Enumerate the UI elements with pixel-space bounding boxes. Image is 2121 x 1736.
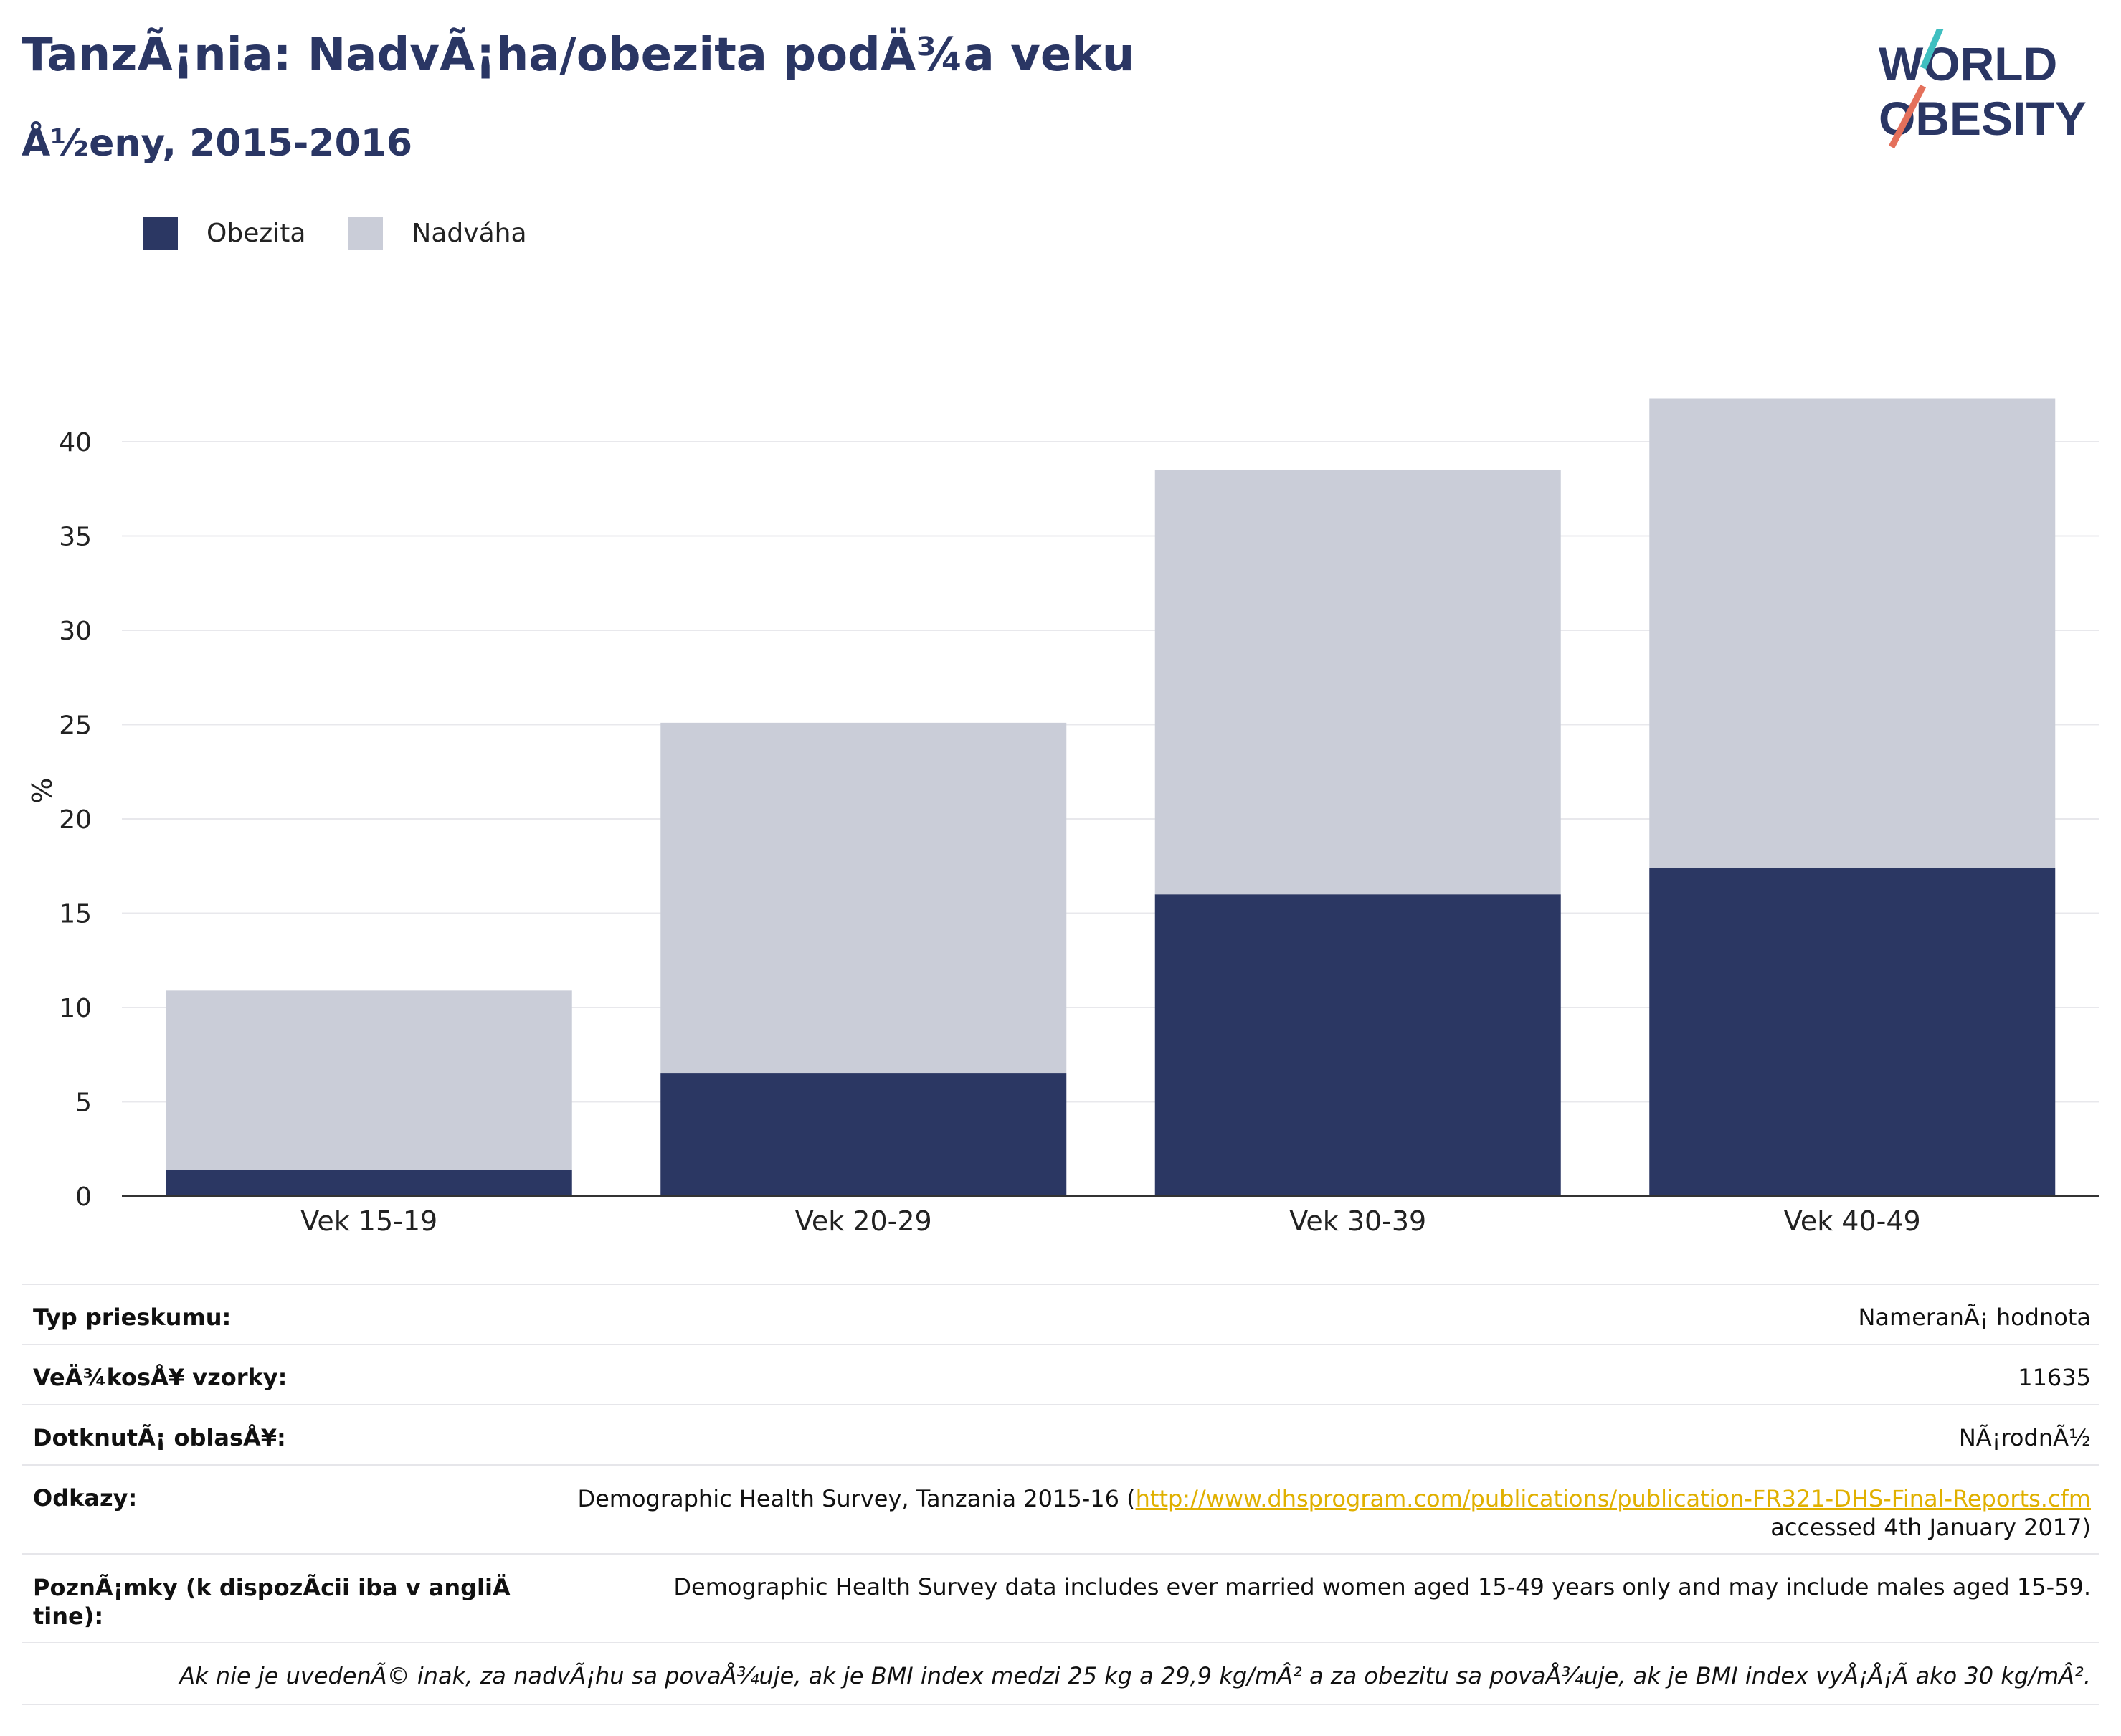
references-link[interactable]: http://www.dhsprogram.com/publications/p… bbox=[1135, 1485, 2091, 1512]
references-suffix: accessed 4th January 2017) bbox=[1770, 1514, 2091, 1541]
references-prefix: Demographic Health Survey, Tanzania 2015… bbox=[577, 1485, 1136, 1512]
notes-label-line1: PoznÃ¡mky (k dispozÃcii iba v angliÄ bbox=[33, 1574, 511, 1601]
survey-type-label: Typ prieskumu: bbox=[33, 1304, 232, 1331]
x-tick-label: Vek 15-19 bbox=[300, 1205, 437, 1237]
sample-size-label: VeÄ¾kosÅ¥ vzorky: bbox=[33, 1364, 288, 1391]
bar-overweight bbox=[660, 722, 1067, 1074]
y-tick-label: 30 bbox=[59, 617, 92, 646]
y-tick-label: 15 bbox=[59, 900, 92, 929]
notes-value: Demographic Health Survey data includes … bbox=[673, 1573, 2091, 1600]
bar-overweight bbox=[1649, 398, 2056, 868]
legend-swatch-obesity bbox=[143, 217, 178, 250]
bar-overweight bbox=[1154, 470, 1561, 895]
bar-obesity bbox=[660, 1073, 1067, 1196]
stacked-bar-chart: 0 5 10 15 20 25 30 35 40% Vek 15-19 Vek 20-29 Vek 3… bbox=[27, 398, 2099, 1237]
svg-text:WORLD: WORLD bbox=[1879, 37, 2057, 90]
y-tick-label: 35 bbox=[59, 523, 92, 552]
legend-swatch-overweight bbox=[348, 217, 384, 250]
legend-label-obesity: Obezita bbox=[207, 218, 306, 248]
page-subtitle: Å½eny, 2015-2016 bbox=[22, 122, 413, 165]
info-row-survey-type: Typ prieskumu: NameranÃ¡ hodnota bbox=[22, 1284, 2099, 1344]
references-label: Odkazy: bbox=[33, 1484, 138, 1512]
references-value: Demographic Health Survey, Tanzania 2015… bbox=[577, 1484, 2091, 1542]
bar-obesity bbox=[166, 1170, 572, 1196]
legend-item-obesity: Obezita bbox=[143, 217, 305, 250]
x-tick-label: Vek 20-29 bbox=[795, 1205, 932, 1237]
y-tick-label: 5 bbox=[75, 1088, 92, 1118]
footnote: Ak nie je uvedenÃ© inak, za nadvÃ¡hu sa … bbox=[22, 1642, 2099, 1705]
info-row-sample-size: VeÄ¾kosÅ¥ vzorky: 11635 bbox=[22, 1344, 2099, 1404]
legend-label-overweight: Nadváha bbox=[412, 218, 527, 248]
x-tick-label: Vek 40-49 bbox=[1784, 1205, 1921, 1237]
area-label: DotknutÃ¡ oblasÅ¥: bbox=[33, 1424, 286, 1451]
notes-label-line2: tine): bbox=[33, 1603, 104, 1630]
bar-obesity bbox=[1154, 894, 1561, 1196]
y-tick-label: 0 bbox=[75, 1182, 92, 1212]
y-tick-label: 20 bbox=[59, 805, 92, 835]
legend-item-overweight: Nadváha bbox=[348, 217, 527, 250]
y-tick-label: 40 bbox=[59, 428, 92, 457]
y-tick-label: 25 bbox=[59, 711, 92, 741]
info-row-notes: PoznÃ¡mky (k dispozÃcii iba v angliÄ tin… bbox=[22, 1553, 2099, 1642]
info-table: Typ prieskumu: NameranÃ¡ hodnota VeÄ¾kos… bbox=[22, 1284, 2099, 1705]
survey-type-value: NameranÃ¡ hodnota bbox=[1858, 1304, 2091, 1331]
chart-legend: Obezita Nadváha bbox=[143, 212, 570, 255]
notes-label: PoznÃ¡mky (k dispozÃcii iba v angliÄ tin… bbox=[33, 1573, 511, 1631]
bar-overweight bbox=[166, 990, 572, 1170]
info-row-area: DotknutÃ¡ oblasÅ¥: NÃ¡rodnÃ½ bbox=[22, 1404, 2099, 1464]
bar-obesity bbox=[1649, 868, 2056, 1196]
page-title: TanzÃ¡nia: NadvÃ¡ha/obezita podÄ¾a veku bbox=[22, 29, 1135, 82]
x-tick-label: Vek 30-39 bbox=[1289, 1205, 1426, 1237]
area-value: NÃ¡rodnÃ½ bbox=[1958, 1424, 2091, 1451]
y-tick-label: 10 bbox=[59, 994, 92, 1023]
y-axis-label: % bbox=[27, 777, 58, 803]
sample-size-value: 11635 bbox=[2018, 1364, 2091, 1391]
world-obesity-logo: WORLD OBESITY bbox=[1879, 29, 2087, 149]
info-row-references: Odkazy: Demographic Health Survey, Tanza… bbox=[22, 1464, 2099, 1553]
